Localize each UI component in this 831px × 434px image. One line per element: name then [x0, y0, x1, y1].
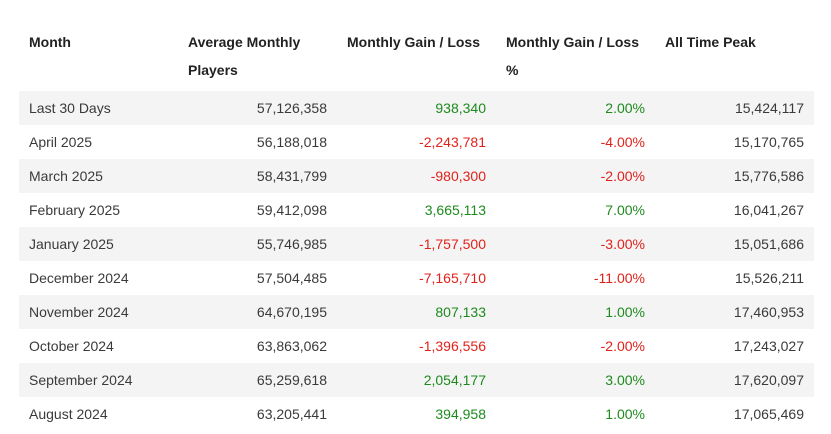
- table-header: Month Average Monthly Players Monthly Ga…: [19, 20, 814, 91]
- cell-average-players: 59,412,098: [256, 202, 327, 218]
- cell-gain-loss-pct: 3.00%: [496, 363, 655, 397]
- table-row: January 2025 55,746,985 -1,757,500 -3.00% 15…: [19, 227, 814, 261]
- cell-month: November 2024: [19, 295, 178, 329]
- header-row: Month Average Monthly Players Monthly Ga…: [19, 20, 814, 91]
- cell-average-players: 63,205,441: [256, 406, 327, 422]
- cell-month: December 2024: [29, 270, 129, 286]
- table-row: Last 30 Days 57,126,358 938,340 2.00% 15,424…: [19, 91, 814, 125]
- cell-gain-loss: 938,340: [337, 91, 496, 125]
- cell-all-time-peak: 17,065,469: [733, 406, 804, 422]
- table-row: February 2025 59,412,098 3,665,113 7.00% 16,…: [19, 193, 814, 227]
- cell-average-players: 55,746,985: [178, 227, 337, 261]
- cell-gain-loss-pct: -2.00%: [496, 159, 655, 193]
- cell-average-players: 57,126,358: [178, 91, 337, 125]
- table-body: Last 30 Days 57,126,358 938,340 2.00% 15,424…: [19, 91, 814, 431]
- cell-average-players: 58,431,799: [178, 159, 337, 193]
- cell-gain-loss: -980,300: [337, 159, 496, 193]
- cell-gain-loss: 394,958: [435, 406, 486, 422]
- table-row: March 2025 58,431,799 -980,300 -2.00% 15,776…: [19, 159, 814, 193]
- cell-all-time-peak: 15,424,117: [655, 91, 814, 125]
- cell-gain-loss-pct: 1.00%: [605, 406, 645, 422]
- header-month: Month: [29, 34, 71, 50]
- cell-all-time-peak: 15,170,765: [733, 134, 804, 150]
- cell-gain-loss-pct: -3.00%: [496, 227, 655, 261]
- cell-month: October 2024: [29, 338, 114, 354]
- cell-gain-loss: 3,665,113: [424, 202, 486, 218]
- players-table: Month Average Monthly Players Monthly Ga…: [19, 20, 814, 431]
- cell-all-time-peak: 15,776,586: [655, 159, 814, 193]
- cell-gain-loss-pct: 1.00%: [496, 295, 655, 329]
- cell-gain-loss-pct: -11.00%: [593, 270, 645, 286]
- cell-month: Last 30 Days: [19, 91, 178, 125]
- cell-month: April 2025: [29, 134, 93, 150]
- cell-month: September 2024: [19, 363, 178, 397]
- cell-all-time-peak: 17,243,027: [733, 338, 804, 354]
- cell-average-players: 57,504,485: [256, 270, 327, 286]
- table-row: December 2024 57,504,485 -7,165,710 -11.00%…: [19, 261, 814, 295]
- cell-gain-loss: 2,054,177: [337, 363, 496, 397]
- table-row: September 2024 65,259,618 2,054,177 3.00% 17…: [19, 363, 814, 397]
- cell-gain-loss: -1,757,500: [337, 227, 496, 261]
- cell-average-players: 64,670,195: [178, 295, 337, 329]
- header-monthly-gain-loss: Monthly Gain / Loss: [347, 34, 481, 50]
- cell-gain-loss: -7,165,710: [419, 270, 486, 286]
- cell-gain-loss: 807,133: [337, 295, 496, 329]
- cell-gain-loss-pct: -2.00%: [600, 338, 645, 354]
- cell-gain-loss-pct: -4.00%: [600, 134, 645, 150]
- cell-gain-loss-pct: 2.00%: [496, 91, 655, 125]
- table-row: April 2025 56,188,018 -2,243,781 -4.00% 15,1…: [19, 125, 814, 159]
- cell-month: March 2025: [19, 159, 178, 193]
- cell-average-players: 56,188,018: [256, 134, 327, 150]
- header-average-monthly-players: Average Monthly Players: [188, 34, 301, 78]
- cell-all-time-peak: 15,051,686: [655, 227, 814, 261]
- table-row: August 2024 63,205,441 394,958 1.00% 17,065,…: [19, 397, 814, 431]
- cell-average-players: 65,259,618: [178, 363, 337, 397]
- header-monthly-gain-loss-pct: Monthly Gain / Loss %: [506, 34, 640, 78]
- cell-all-time-peak: 16,041,267: [733, 202, 804, 218]
- cell-month: January 2025: [19, 227, 178, 261]
- header-all-time-peak: All Time Peak: [665, 34, 756, 50]
- cell-gain-loss: -2,243,781: [419, 134, 486, 150]
- cell-all-time-peak: 15,526,211: [734, 270, 804, 286]
- cell-gain-loss-pct: 7.00%: [605, 202, 645, 218]
- cell-all-time-peak: 17,460,953: [655, 295, 814, 329]
- cell-month: August 2024: [29, 406, 108, 422]
- table-row: November 2024 64,670,195 807,133 1.00% 17,46…: [19, 295, 814, 329]
- cell-month: February 2025: [29, 202, 121, 218]
- cell-all-time-peak: 17,620,097: [655, 363, 814, 397]
- table-row: October 2024 63,863,062 -1,396,556 -2.00% 17…: [19, 329, 814, 363]
- cell-average-players: 63,863,062: [256, 338, 327, 354]
- cell-gain-loss: -1,396,556: [419, 338, 486, 354]
